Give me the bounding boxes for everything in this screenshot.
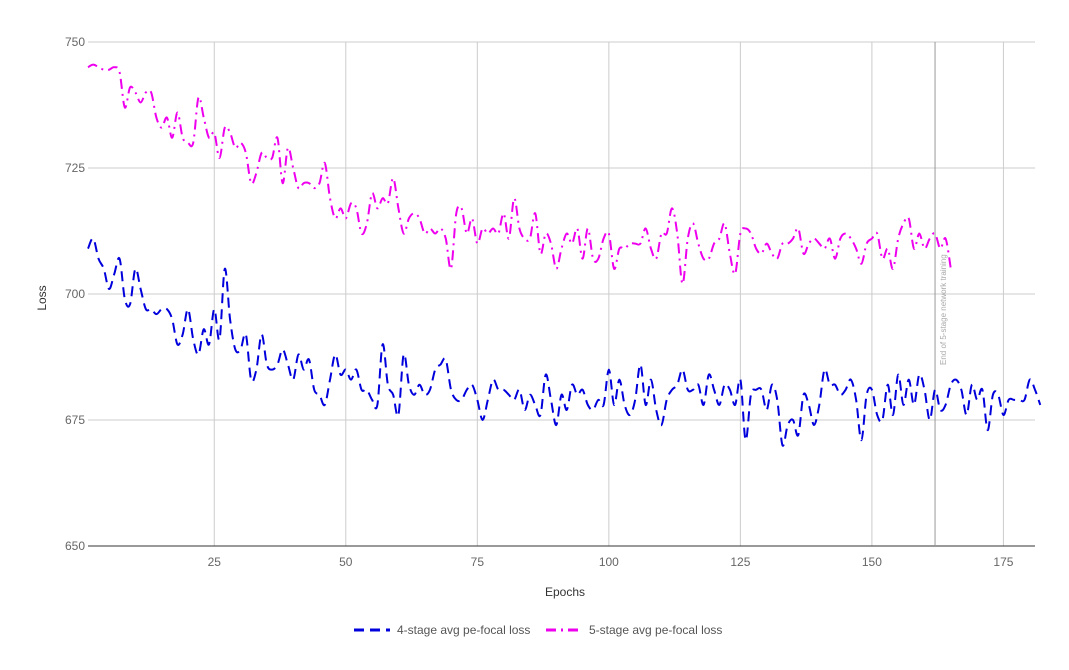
y-tick-label: 675	[65, 413, 85, 427]
y-tick-label: 650	[65, 539, 85, 553]
x-tick-label: 100	[599, 555, 619, 569]
x-tick-label: 75	[471, 555, 485, 569]
annotation: End of 5-stage network training	[934, 42, 948, 546]
legend-label-4-stage: 4-stage avg pe-focal loss	[397, 623, 530, 637]
x-tick-label: 125	[730, 555, 750, 569]
y-tick-labels: 650 675 700 725 750	[65, 35, 85, 553]
x-tick-label: 175	[993, 555, 1013, 569]
annotation-text: End of 5-stage network training	[939, 254, 948, 365]
legend-label-5-stage: 5-stage avg pe-focal loss	[589, 623, 722, 637]
series-lines	[87, 63, 1042, 447]
legend-item-5-stage[interactable]: 5-stage avg pe-focal loss	[546, 623, 722, 637]
x-tick-labels: 25 50 75 100 125 150 175	[208, 555, 1014, 569]
legend-item-4-stage[interactable]: 4-stage avg pe-focal loss	[354, 623, 530, 637]
x-tick-label: 50	[339, 555, 353, 569]
x-tick-label: 25	[208, 555, 222, 569]
series-line-1	[87, 237, 1042, 447]
y-axis-title: Loss	[35, 285, 49, 310]
series-line-2	[87, 63, 952, 285]
y-tick-label: 750	[65, 35, 85, 49]
x-axis-title: Epochs	[545, 585, 585, 599]
y-tick-label: 725	[65, 161, 85, 175]
x-tick-label: 150	[862, 555, 882, 569]
y-tick-label: 700	[65, 287, 85, 301]
legend: 4-stage avg pe-focal loss 5-stage avg pe…	[354, 623, 722, 637]
grid-lines	[88, 41, 1035, 547]
